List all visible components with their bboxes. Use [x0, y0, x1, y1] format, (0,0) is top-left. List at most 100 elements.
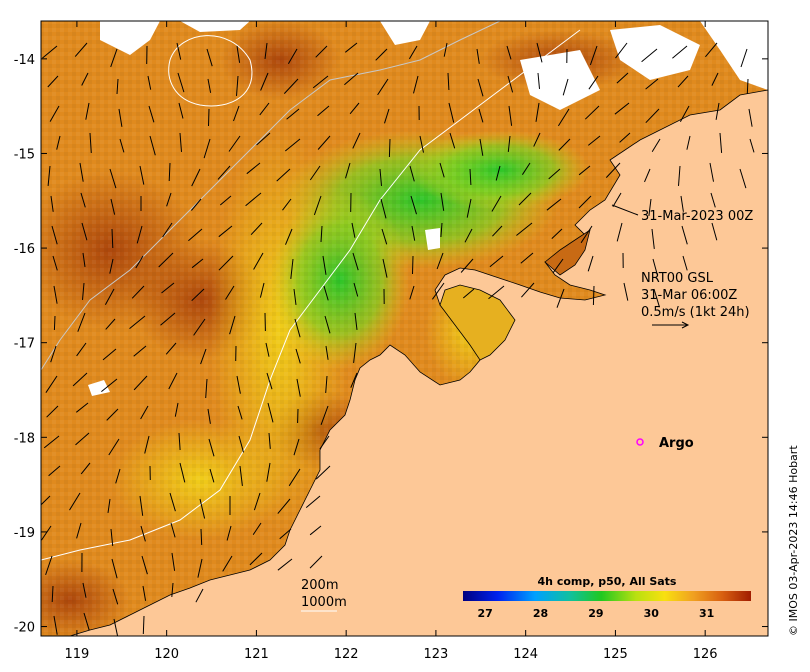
current-vector [82, 582, 87, 598]
argo-marker[interactable] [636, 438, 644, 446]
current-vector [50, 195, 54, 212]
y-axis: -14 -15 -16 -17 -18 -19 -20 [14, 53, 768, 636]
current-vector [491, 195, 502, 212]
current-vector [449, 132, 456, 149]
current-vector [680, 195, 684, 212]
isobath-200m-label: 200m [301, 578, 338, 593]
current-vector [171, 582, 174, 597]
argo-label: Argo [659, 436, 694, 451]
current-vector [237, 405, 243, 420]
current-vector [43, 435, 60, 449]
current-vector [107, 498, 111, 513]
current-vector [715, 102, 720, 120]
current-vector [521, 162, 531, 175]
current-vector [260, 72, 269, 91]
current-vector [209, 468, 215, 483]
current-vector [284, 138, 301, 152]
current-vector [76, 342, 87, 357]
current-vector [75, 432, 90, 446]
current-vector [558, 138, 571, 151]
current-vector [116, 78, 119, 95]
current-vector [139, 165, 145, 185]
current-vector [118, 108, 123, 127]
current-vector [740, 48, 748, 68]
current-vector [266, 462, 271, 482]
current-vector [285, 228, 293, 245]
current-vector [113, 618, 119, 636]
current-vector [141, 555, 148, 575]
y-tick-label: -14 [14, 53, 35, 68]
current-vector [191, 168, 201, 187]
current-vector [615, 42, 628, 59]
current-vector [208, 438, 215, 457]
current-vector [352, 132, 361, 149]
current-vector [169, 492, 176, 512]
current-vector [413, 75, 419, 94]
current-vector [168, 162, 171, 182]
current-vector [345, 162, 351, 179]
current-vector [551, 228, 563, 239]
current-vector [537, 72, 540, 89]
current-vector [557, 108, 570, 127]
x-tick-label: 121 [244, 647, 269, 662]
current-vector [48, 465, 61, 477]
colorbar-tick-label: 29 [588, 607, 603, 620]
current-vector [207, 78, 212, 93]
current-vector [199, 498, 206, 519]
current-vector [144, 435, 150, 454]
current-vector [161, 282, 175, 294]
current-vector [277, 558, 293, 571]
current-vector [115, 468, 121, 484]
current-vector [131, 285, 145, 299]
current-vector [315, 465, 331, 480]
current-vector [191, 288, 205, 302]
current-vector [102, 348, 117, 361]
current-vector [106, 408, 119, 421]
current-vector [140, 405, 149, 420]
current-vector [222, 555, 233, 572]
current-vector [119, 138, 125, 153]
current-vector [69, 492, 81, 511]
current-vector [344, 42, 358, 53]
current-vector [309, 165, 321, 181]
current-vector [208, 108, 210, 127]
current-vector [219, 195, 232, 206]
current-vector [207, 408, 211, 424]
current-vector [749, 138, 755, 153]
current-vector [226, 525, 232, 541]
current-vector [228, 135, 241, 152]
current-vector [507, 135, 511, 152]
current-vector [170, 522, 176, 538]
current-vector [408, 45, 418, 60]
current-vector [80, 192, 86, 208]
current-vector [682, 255, 688, 271]
current-vector [469, 168, 472, 186]
current-vector [140, 525, 146, 542]
current-vector [653, 288, 660, 308]
current-vector [47, 75, 59, 88]
current-vector [178, 432, 181, 451]
current-vector [447, 72, 450, 91]
current-vector [160, 312, 176, 326]
x-tick-label: 122 [334, 647, 359, 662]
colorbar-tick-label: 27 [477, 607, 492, 620]
isobath-1000m [41, 29, 581, 561]
current-vector [711, 222, 718, 241]
current-vector [507, 75, 514, 93]
current-vector [681, 225, 688, 245]
current-vector [580, 225, 593, 244]
gulf-water [439, 284, 516, 361]
y-tick-label: -17 [14, 337, 35, 352]
current-vector [584, 105, 600, 120]
current-vector [82, 282, 85, 300]
current-vector [109, 168, 117, 189]
current-vector [589, 45, 598, 66]
current-vector [200, 528, 203, 546]
current-vector [166, 192, 172, 207]
x-tick-label: 119 [64, 647, 89, 662]
scale-arrow [652, 321, 690, 329]
current-vector [51, 585, 54, 603]
current-vector [110, 198, 116, 215]
current-vector [162, 222, 173, 238]
current-vector [267, 402, 274, 423]
